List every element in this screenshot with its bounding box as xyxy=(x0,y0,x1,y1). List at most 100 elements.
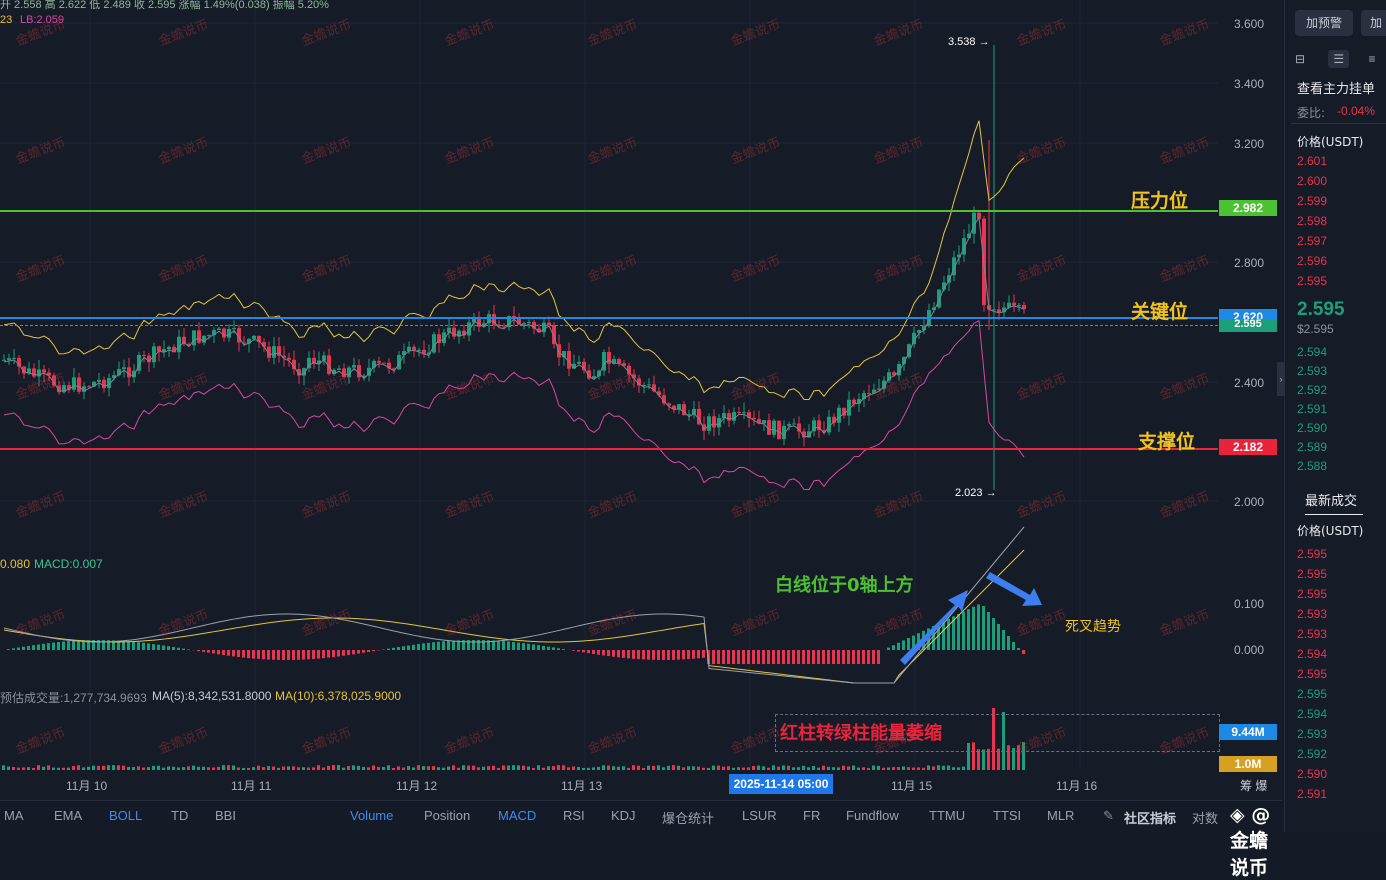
macd-bar xyxy=(162,645,165,650)
tab-ttmu[interactable]: TTMU xyxy=(929,808,965,823)
candle-body xyxy=(867,393,871,394)
candlestick-chart[interactable] xyxy=(0,0,1218,800)
bid-price[interactable]: 2.594 xyxy=(1297,345,1327,359)
bid-price[interactable]: 2.589 xyxy=(1297,440,1327,454)
ask-price[interactable]: 2.600 xyxy=(1297,174,1327,188)
tab-td[interactable]: TD xyxy=(171,808,188,823)
macd-bar xyxy=(727,650,730,664)
volume-bar xyxy=(672,765,675,770)
candle-body xyxy=(97,380,101,382)
tab-lsur[interactable]: LSUR xyxy=(742,808,777,823)
macd-bar xyxy=(1007,636,1010,650)
candle-body xyxy=(792,424,796,425)
volume-bar xyxy=(717,766,720,770)
macd-bar xyxy=(452,641,455,650)
collapse-panel-handle[interactable]: › xyxy=(1277,362,1285,396)
price-header: 价格(USDT) xyxy=(1297,133,1363,150)
volume-bar xyxy=(607,765,610,770)
view-both-icon[interactable]: ⊟ xyxy=(1295,52,1305,66)
log-scale-toggle[interactable]: 对数 xyxy=(1192,808,1218,827)
tab-kdj[interactable]: KDJ xyxy=(611,808,636,823)
tab-macd[interactable]: MACD xyxy=(498,808,536,823)
ask-price[interactable]: 2.597 xyxy=(1297,234,1327,248)
tab-ma[interactable]: MA xyxy=(4,808,24,823)
ask-price[interactable]: 2.596 xyxy=(1297,254,1327,268)
community-indicators[interactable]: 社区指标 xyxy=(1124,808,1176,827)
volume-bar xyxy=(857,768,860,770)
bid-price[interactable]: 2.593 xyxy=(1297,364,1327,378)
macd-bar xyxy=(782,650,785,664)
tab-rsi[interactable]: RSI xyxy=(563,808,585,823)
tab-liquidation[interactable]: 爆仓统计 xyxy=(662,808,714,827)
volume-bar xyxy=(182,767,185,770)
tab-bbi[interactable]: BBI xyxy=(215,808,236,823)
trade-price: 2.594 xyxy=(1297,647,1327,661)
volume-bar xyxy=(427,766,430,770)
macd-bar xyxy=(642,650,645,659)
ask-price[interactable]: 2.599 xyxy=(1297,194,1327,208)
tab-ema[interactable]: EMA xyxy=(54,808,82,823)
volume-bar xyxy=(662,767,665,770)
macd-bar xyxy=(367,650,370,652)
bid-price[interactable]: 2.592 xyxy=(1297,383,1327,397)
volume-bar xyxy=(912,768,915,770)
tab-ttsi[interactable]: TTSI xyxy=(993,808,1021,823)
candle-body xyxy=(192,330,196,345)
tab-mlr[interactable]: MLR xyxy=(1047,808,1074,823)
macd-bar xyxy=(812,650,815,664)
volume-bar xyxy=(422,766,425,770)
volume-bar xyxy=(262,767,265,770)
trades-title[interactable]: 最新成交 xyxy=(1305,490,1357,509)
candle-body xyxy=(127,367,131,377)
volume-bar xyxy=(192,766,195,770)
macd-bar xyxy=(167,646,170,650)
last-price: 2.595 xyxy=(1297,299,1345,321)
volume-bar xyxy=(77,765,80,770)
tab-boll[interactable]: BOLL xyxy=(109,808,142,823)
macd-bar xyxy=(717,650,720,664)
macd-bar xyxy=(977,604,980,650)
candle-body xyxy=(852,400,856,404)
edit-icon[interactable]: ✎ xyxy=(1103,808,1114,824)
trade-price: 2.595 xyxy=(1297,687,1327,701)
macd-bar xyxy=(697,650,700,658)
add-alert-button[interactable]: 加预警 xyxy=(1295,10,1353,36)
support-price-tag: 2.182 xyxy=(1219,439,1277,455)
macd-bar xyxy=(232,650,235,656)
bid-price[interactable]: 2.591 xyxy=(1297,402,1327,416)
main-orders-title[interactable]: 查看主力挂单 xyxy=(1297,78,1375,97)
low-annotation: 2.023 → xyxy=(955,487,997,499)
volume-low-tag: 1.0M xyxy=(1219,756,1277,772)
volume-bar xyxy=(287,766,290,770)
macd-bar xyxy=(447,641,450,650)
tab-position[interactable]: Position xyxy=(424,808,470,823)
tab-fundflow[interactable]: Fundflow xyxy=(846,808,899,823)
candle-body xyxy=(1012,303,1016,306)
volume-bar xyxy=(522,766,525,770)
time-axis-tools[interactable]: 筹 爆 xyxy=(1240,777,1267,794)
volume-bar xyxy=(442,768,445,770)
volume-bar xyxy=(732,768,735,770)
bid-price[interactable]: 2.590 xyxy=(1297,421,1327,435)
volume-bar xyxy=(307,768,310,770)
view-asks-icon[interactable]: ≡ xyxy=(1369,52,1376,66)
ask-price[interactable]: 2.598 xyxy=(1297,214,1327,228)
candle-body xyxy=(737,412,741,413)
tab-fr[interactable]: FR xyxy=(803,808,820,823)
ask-price[interactable]: 2.601 xyxy=(1297,154,1327,168)
macd-bar xyxy=(897,643,900,650)
macd-bar xyxy=(817,650,820,664)
volume-bar xyxy=(597,767,600,770)
volume-bar xyxy=(892,767,895,770)
add-button[interactable]: 加 xyxy=(1361,10,1386,36)
volume-bar xyxy=(22,767,25,770)
macd-bar xyxy=(432,642,435,650)
chart-area[interactable]: 开 2.558 高 2.622 低 2.489 收 2.595 涨幅 1.49%… xyxy=(0,0,1282,800)
macd-bar xyxy=(7,649,10,650)
ask-price[interactable]: 2.595 xyxy=(1297,274,1327,288)
candle-body xyxy=(167,347,171,349)
view-bids-icon[interactable]: ☰ xyxy=(1328,50,1349,68)
bid-price[interactable]: 2.588 xyxy=(1297,459,1327,473)
tab-volume[interactable]: Volume xyxy=(350,808,393,823)
macd-bar xyxy=(132,642,135,650)
